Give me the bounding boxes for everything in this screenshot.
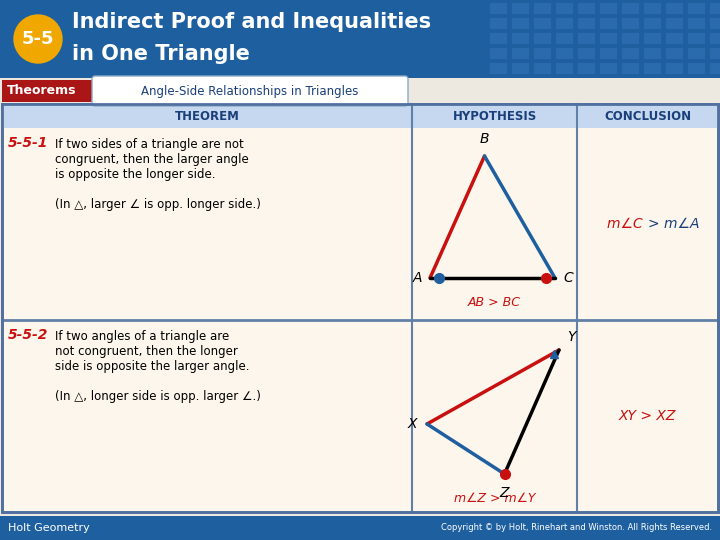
FancyBboxPatch shape (600, 48, 617, 59)
FancyBboxPatch shape (666, 33, 683, 44)
Text: B: B (480, 132, 490, 146)
Text: If two sides of a triangle are not: If two sides of a triangle are not (55, 138, 244, 151)
FancyBboxPatch shape (490, 48, 507, 59)
Text: not congruent, then the longer: not congruent, then the longer (55, 345, 238, 358)
FancyBboxPatch shape (534, 3, 551, 14)
FancyBboxPatch shape (688, 48, 705, 59)
Text: Holt Geometry: Holt Geometry (8, 523, 90, 533)
FancyBboxPatch shape (666, 3, 683, 14)
Text: m∠Z > m∠Y: m∠Z > m∠Y (454, 491, 535, 504)
FancyBboxPatch shape (666, 48, 683, 59)
FancyBboxPatch shape (512, 48, 529, 59)
FancyBboxPatch shape (688, 3, 705, 14)
FancyBboxPatch shape (578, 48, 595, 59)
FancyBboxPatch shape (710, 63, 720, 74)
FancyBboxPatch shape (710, 48, 720, 59)
Text: C: C (563, 271, 572, 285)
Text: in One Triangle: in One Triangle (72, 44, 250, 64)
FancyBboxPatch shape (512, 18, 529, 29)
FancyBboxPatch shape (534, 63, 551, 74)
FancyBboxPatch shape (578, 18, 595, 29)
Circle shape (14, 15, 62, 63)
FancyBboxPatch shape (710, 3, 720, 14)
Text: THEOREM: THEOREM (174, 110, 240, 123)
Text: XY > XZ: XY > XZ (618, 409, 676, 423)
FancyBboxPatch shape (644, 18, 661, 29)
FancyBboxPatch shape (556, 63, 573, 74)
Text: A: A (413, 271, 422, 285)
FancyBboxPatch shape (622, 18, 639, 29)
Text: side is opposite the larger angle.: side is opposite the larger angle. (55, 360, 250, 373)
FancyBboxPatch shape (556, 3, 573, 14)
FancyBboxPatch shape (666, 18, 683, 29)
Text: congruent, then the larger angle: congruent, then the larger angle (55, 153, 248, 166)
FancyBboxPatch shape (556, 18, 573, 29)
FancyBboxPatch shape (490, 18, 507, 29)
FancyBboxPatch shape (534, 33, 551, 44)
Text: m∠C: m∠C (608, 217, 647, 231)
Text: 5-5-1: 5-5-1 (8, 136, 48, 150)
FancyBboxPatch shape (2, 104, 718, 128)
Text: > m∠A: > m∠A (647, 217, 699, 231)
FancyBboxPatch shape (578, 63, 595, 74)
FancyBboxPatch shape (600, 63, 617, 74)
FancyBboxPatch shape (622, 48, 639, 59)
FancyBboxPatch shape (512, 63, 529, 74)
FancyBboxPatch shape (2, 104, 718, 512)
FancyBboxPatch shape (0, 516, 720, 540)
FancyBboxPatch shape (556, 48, 573, 59)
Text: Theorems: Theorems (7, 84, 76, 98)
Text: Z: Z (500, 486, 509, 500)
FancyBboxPatch shape (644, 33, 661, 44)
Text: X: X (408, 417, 417, 431)
Text: (In △, larger ∠ is opp. longer side.): (In △, larger ∠ is opp. longer side.) (55, 198, 261, 211)
Text: Y: Y (567, 330, 575, 344)
FancyBboxPatch shape (578, 3, 595, 14)
Text: Indirect Proof and Inequalities: Indirect Proof and Inequalities (72, 12, 431, 32)
Text: HYPOTHESIS: HYPOTHESIS (452, 110, 536, 123)
Text: AB > BC: AB > BC (468, 295, 521, 308)
FancyBboxPatch shape (710, 18, 720, 29)
Text: CONCLUSION: CONCLUSION (604, 110, 691, 123)
FancyBboxPatch shape (92, 76, 408, 106)
FancyBboxPatch shape (688, 33, 705, 44)
FancyBboxPatch shape (490, 3, 507, 14)
Text: Copyright © by Holt, Rinehart and Winston. All Rights Reserved.: Copyright © by Holt, Rinehart and Winsto… (441, 523, 712, 532)
FancyBboxPatch shape (490, 63, 507, 74)
Text: Angle-Side Relationships in Triangles: Angle-Side Relationships in Triangles (141, 84, 359, 98)
FancyBboxPatch shape (644, 63, 661, 74)
FancyBboxPatch shape (622, 33, 639, 44)
FancyBboxPatch shape (2, 80, 92, 102)
Text: If two angles of a triangle are: If two angles of a triangle are (55, 330, 229, 343)
FancyBboxPatch shape (556, 33, 573, 44)
FancyBboxPatch shape (490, 33, 507, 44)
FancyBboxPatch shape (622, 63, 639, 74)
Text: 5-5-2: 5-5-2 (8, 328, 48, 342)
FancyBboxPatch shape (688, 18, 705, 29)
FancyBboxPatch shape (710, 33, 720, 44)
FancyBboxPatch shape (512, 33, 529, 44)
FancyBboxPatch shape (600, 3, 617, 14)
FancyBboxPatch shape (666, 63, 683, 74)
FancyBboxPatch shape (600, 18, 617, 29)
FancyBboxPatch shape (534, 48, 551, 59)
Text: (In △, longer side is opp. larger ∠.): (In △, longer side is opp. larger ∠.) (55, 390, 261, 403)
FancyBboxPatch shape (622, 3, 639, 14)
FancyBboxPatch shape (644, 48, 661, 59)
FancyBboxPatch shape (600, 33, 617, 44)
FancyBboxPatch shape (0, 0, 720, 78)
FancyBboxPatch shape (534, 18, 551, 29)
FancyBboxPatch shape (578, 33, 595, 44)
FancyBboxPatch shape (688, 63, 705, 74)
Text: 5-5: 5-5 (22, 30, 54, 48)
FancyBboxPatch shape (644, 3, 661, 14)
FancyBboxPatch shape (512, 3, 529, 14)
Text: is opposite the longer side.: is opposite the longer side. (55, 168, 215, 181)
